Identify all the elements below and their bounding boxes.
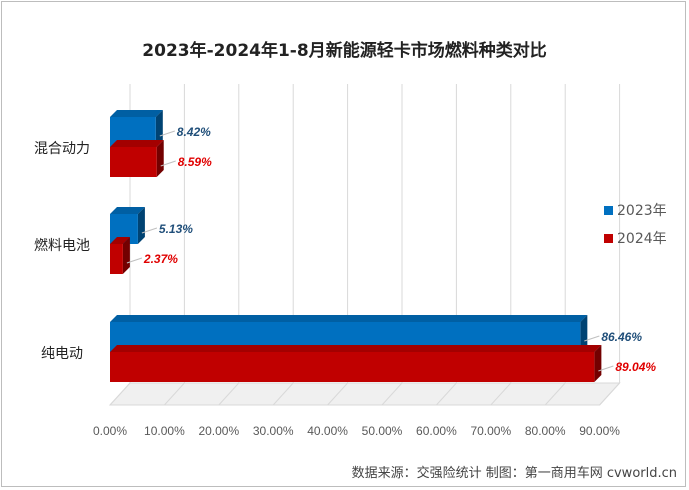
floor-gridline xyxy=(599,382,620,406)
label-leader xyxy=(584,335,600,342)
x-tick-label: 70.00% xyxy=(470,424,511,438)
floor-gridline xyxy=(381,382,403,406)
bar-side xyxy=(156,140,164,177)
category-label: 纯电动 xyxy=(41,346,83,362)
bar xyxy=(110,147,157,177)
floor-gridline xyxy=(436,382,457,406)
floor-gridline xyxy=(164,382,185,406)
x-tick-label: 10.00% xyxy=(144,424,185,438)
x-tick-label: 40.00% xyxy=(307,424,348,438)
x-tick-label: 50.00% xyxy=(362,424,403,438)
floor-gridline xyxy=(327,382,348,406)
legend-label: 2024年 xyxy=(617,231,667,247)
x-tick-label: 30.00% xyxy=(253,424,294,438)
legend-swatch xyxy=(604,234,613,243)
bar-side xyxy=(594,345,602,382)
x-tick-label: 0.00% xyxy=(93,424,127,438)
bar xyxy=(110,244,123,274)
floor-gridline xyxy=(544,382,566,406)
floor-gridline xyxy=(490,382,512,406)
bar-top xyxy=(110,140,164,147)
label-leader xyxy=(598,365,614,372)
floor-gridline xyxy=(272,382,294,406)
bar-side xyxy=(122,237,130,274)
bar-top xyxy=(110,345,602,352)
category-label: 混合动力 xyxy=(34,141,90,157)
data-label: 8.42% xyxy=(177,125,211,139)
bar-side xyxy=(580,315,588,352)
category-label: 燃料电池 xyxy=(34,237,90,254)
bar-top xyxy=(110,207,145,214)
label-leader xyxy=(159,130,175,137)
data-label: 86.46% xyxy=(601,330,642,344)
x-tick-label: 90.00% xyxy=(579,424,620,438)
bar-top xyxy=(110,315,588,322)
floor xyxy=(108,382,621,406)
floor-gridline xyxy=(109,382,131,406)
bar-side xyxy=(137,207,145,244)
chart-title: 2023年-2024年1-8月新能源轻卡市场燃料种类对比 xyxy=(142,41,547,61)
label-leader xyxy=(141,227,158,234)
x-tick-label: 80.00% xyxy=(525,424,566,438)
legend-label: 2023年 xyxy=(617,203,667,219)
label-leader xyxy=(160,160,176,167)
back-wall xyxy=(130,84,620,383)
data-label: 2.37% xyxy=(143,252,178,266)
x-tick-label: 20.00% xyxy=(198,424,239,438)
floor-gridline xyxy=(218,382,240,406)
legend-swatch xyxy=(604,206,613,215)
bar xyxy=(110,352,595,382)
label-leader xyxy=(126,257,143,264)
data-label: 8.59% xyxy=(178,155,212,169)
bar-top xyxy=(110,237,130,244)
bar-side xyxy=(155,110,163,147)
x-tick-label: 60.00% xyxy=(416,424,457,438)
bar-top xyxy=(110,110,163,117)
source-note: 数据来源：交强险统计 制图：第一商用车网 cvworld.cn xyxy=(351,466,677,481)
data-label: 5.13% xyxy=(159,222,193,236)
data-label: 89.04% xyxy=(615,360,656,374)
